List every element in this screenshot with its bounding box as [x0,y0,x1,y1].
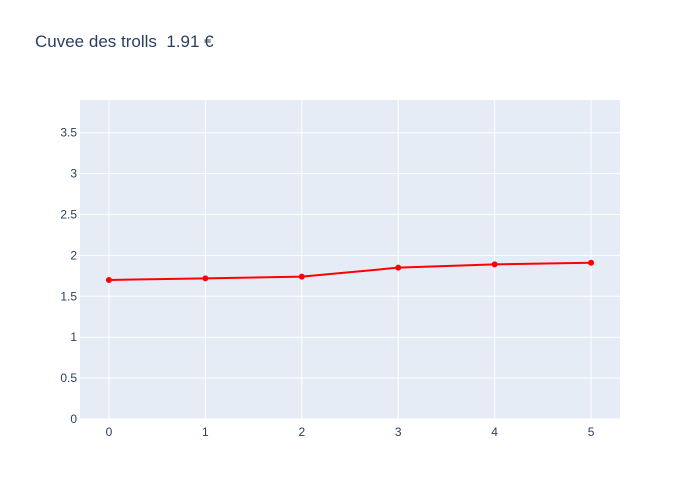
data-point[interactable] [298,273,305,280]
data-point[interactable] [202,275,209,282]
x-tick-label: 4 [491,425,498,439]
y-tick-label: 0 [70,412,77,426]
data-point[interactable] [395,264,402,271]
series-layer [105,259,595,283]
y-tick-label: 1.5 [60,289,77,303]
x-tick-label: 5 [588,425,595,439]
chart-title: Cuvee des trolls 1.91 € [35,32,214,51]
y-tick-label: 1 [70,330,77,344]
x-tick-label: 0 [106,425,113,439]
y-tick-label: 3.5 [60,126,77,140]
x-tick-label: 2 [298,425,305,439]
data-point[interactable] [491,261,498,268]
series-line [108,261,592,281]
data-point[interactable] [588,259,595,266]
y-tick-label: 0.5 [60,371,77,385]
x-tick-label: 1 [202,425,209,439]
data-point[interactable] [105,276,112,283]
y-tick-label: 3 [70,167,77,181]
plot-area [80,100,620,419]
y-tick-label: 2.5 [60,208,77,222]
axis-tick-labels: 0 1 2 3 4 5 0 0.5 1 1.5 2 2.5 3 3.5 [60,126,594,439]
y-tick-label: 2 [70,248,77,262]
x-tick-label: 3 [395,425,402,439]
grid-lines [80,100,620,420]
